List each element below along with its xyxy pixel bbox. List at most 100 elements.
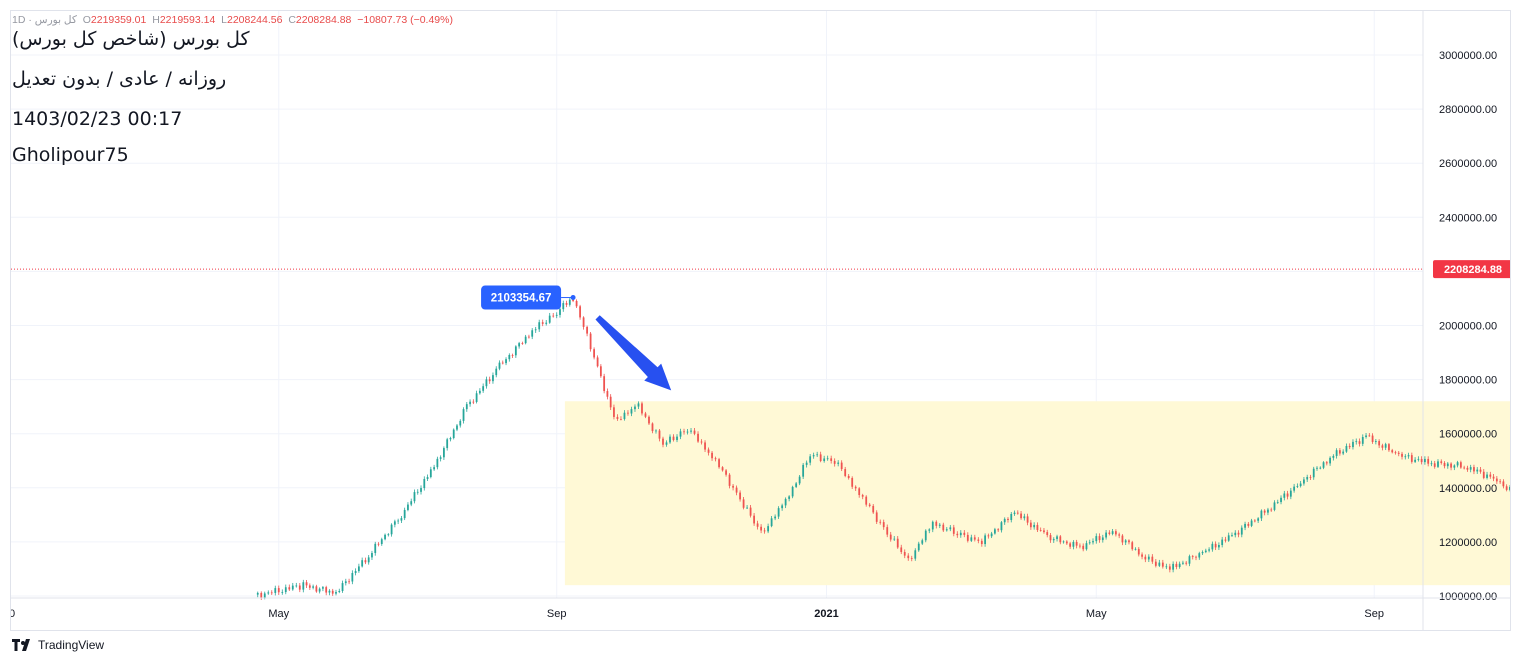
peak-label-1: 2103354.67	[491, 293, 552, 305]
candle-body	[462, 409, 465, 421]
candle-body	[749, 507, 752, 516]
candle-body	[1309, 477, 1312, 478]
candle-body	[1345, 445, 1348, 452]
candle-body	[478, 390, 481, 394]
candle-body	[770, 518, 773, 527]
candle-body	[1178, 563, 1181, 568]
candle-body	[260, 592, 263, 598]
candle-body	[686, 431, 689, 433]
candle-body	[426, 477, 429, 479]
candle-body	[1509, 486, 1510, 490]
candle-body	[931, 521, 934, 530]
ohlc-low-label: L	[221, 14, 227, 26]
candle-body	[662, 438, 664, 445]
candle-body	[514, 346, 517, 356]
y-tick-label: 2000000.00	[1439, 321, 1497, 333]
candle-body	[281, 592, 284, 593]
candle-body	[1247, 523, 1250, 526]
candle-body	[562, 303, 565, 310]
candle-body	[436, 458, 439, 468]
candle-body	[1069, 543, 1072, 547]
candle-body	[1095, 536, 1098, 542]
candle-body	[1459, 462, 1462, 468]
candle-body	[1420, 458, 1423, 463]
candle-body	[721, 467, 724, 471]
ohlc-open: 2219359.01	[90, 14, 147, 26]
candle-body	[1065, 541, 1068, 544]
candle-body	[746, 507, 748, 509]
candle-body	[1059, 536, 1062, 543]
candle-body	[742, 499, 745, 508]
candle-body	[328, 590, 331, 593]
tradingview-footer[interactable]: TradingView	[12, 638, 104, 652]
candle-body	[1391, 450, 1394, 453]
candle-body	[868, 504, 871, 506]
candle-body	[1128, 540, 1130, 543]
candle-body	[548, 315, 551, 323]
candle-body	[593, 349, 595, 358]
candle-body	[693, 430, 696, 434]
candle-body	[1437, 461, 1439, 467]
candle-body	[341, 583, 344, 591]
candle-body	[1466, 467, 1469, 470]
candle-body	[429, 469, 432, 478]
candle-body	[1033, 524, 1036, 528]
candle-body	[714, 458, 717, 460]
blue-arrow-shape	[595, 315, 672, 391]
candle-body	[994, 529, 996, 534]
candle-body	[777, 508, 780, 517]
candle-body	[446, 439, 449, 449]
candle-body	[599, 366, 602, 377]
candle-body	[1374, 441, 1377, 442]
candle-body	[456, 425, 458, 430]
x-tick-label: Sep	[547, 608, 567, 620]
candle-body	[1365, 435, 1367, 438]
candle-body	[872, 505, 875, 513]
candle-body	[1401, 453, 1403, 457]
candle-body	[295, 585, 298, 587]
candle-body	[1218, 544, 1220, 548]
candle-body	[1204, 550, 1207, 553]
candle-body	[1082, 545, 1085, 550]
symbol-title: کل بورس (شاخص کل بورس)	[12, 28, 250, 50]
candle-body	[728, 474, 731, 486]
candle-body	[1253, 520, 1256, 522]
ohlc-high: 2219593.14	[159, 14, 216, 26]
price-chart[interactable]: 2103354.672548680.342800000.003000000.00…	[11, 11, 1510, 630]
author-name: Gholipour75	[12, 144, 129, 166]
candle-body	[1111, 531, 1114, 534]
candle-body	[538, 322, 541, 330]
candle-body	[973, 537, 976, 540]
candle-body	[1182, 562, 1184, 564]
candle-body	[308, 585, 311, 588]
candle-body	[1280, 497, 1282, 503]
candle-body	[407, 504, 409, 510]
candle-body	[956, 533, 959, 536]
candle-body	[959, 532, 962, 536]
candle-body	[914, 550, 917, 559]
candle-body	[942, 524, 945, 531]
candle-body	[1358, 441, 1361, 444]
candle-body	[1378, 441, 1381, 446]
candle-body	[475, 393, 478, 402]
candle-body	[623, 412, 626, 420]
candle-body	[655, 430, 657, 432]
candle-body	[1404, 456, 1407, 458]
candle-body	[528, 336, 530, 338]
candle-body	[1105, 532, 1107, 538]
candle-body	[854, 486, 857, 489]
candle-body	[1352, 441, 1354, 448]
candle-body	[966, 534, 969, 541]
candle-body	[1134, 548, 1137, 550]
candle-body	[1188, 556, 1191, 564]
candle-body	[361, 560, 364, 567]
candle-body	[676, 436, 678, 441]
candle-body	[984, 535, 986, 545]
candle-body	[823, 458, 826, 462]
candle-body	[805, 462, 808, 465]
candle-body	[1263, 510, 1266, 513]
candle-body	[700, 441, 703, 443]
candle-body	[1368, 435, 1371, 437]
candle-body	[697, 433, 699, 442]
candle-body	[572, 299, 574, 301]
